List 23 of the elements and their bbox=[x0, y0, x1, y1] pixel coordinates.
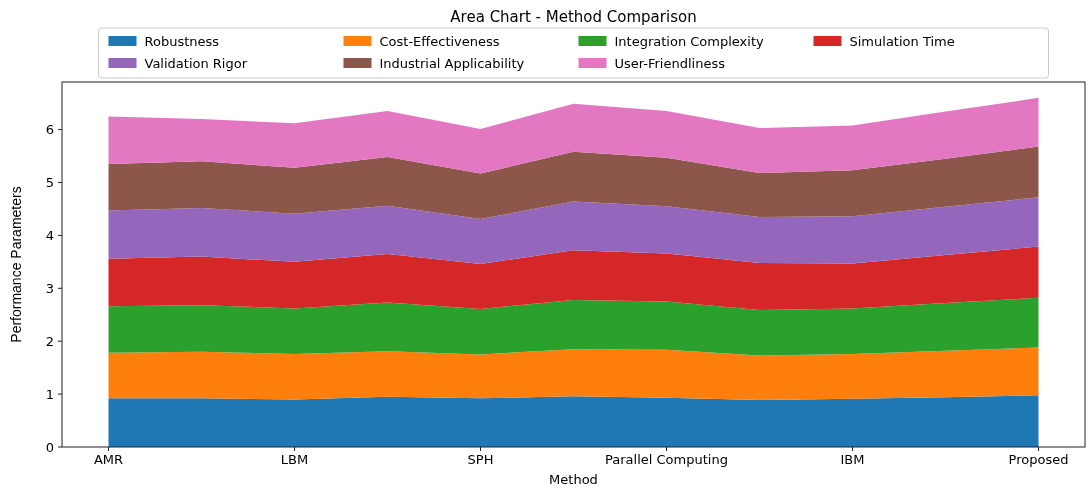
x-tick-label: LBM bbox=[280, 452, 309, 467]
x-tick-label: Proposed bbox=[1008, 452, 1069, 467]
y-axis-title: Performance Parameters bbox=[8, 186, 24, 343]
legend-label: Robustness bbox=[144, 33, 220, 49]
legend-label: Industrial Applicability bbox=[379, 55, 525, 71]
y-tick-label: 1 bbox=[45, 386, 54, 402]
y-tick-label: 6 bbox=[45, 122, 54, 138]
legend-label: Simulation Time bbox=[849, 33, 955, 49]
legend-label: Integration Complexity bbox=[614, 33, 764, 49]
x-tick-label: AMR bbox=[93, 452, 124, 467]
y-tick-label: 4 bbox=[45, 227, 54, 243]
x-tick-label: Parallel Computing bbox=[605, 452, 728, 467]
x-axis-title: Method bbox=[549, 472, 598, 487]
y-tick-label: 2 bbox=[45, 333, 54, 349]
x-tick-label: IBM bbox=[840, 452, 865, 467]
y-tick-label: 0 bbox=[45, 439, 54, 455]
y-tick-label: 3 bbox=[45, 280, 54, 296]
legend-label: Cost-Effectiveness bbox=[379, 33, 500, 49]
legend-label: User-Friendliness bbox=[614, 55, 726, 71]
chart-title: Area Chart - Method Comparison bbox=[450, 8, 697, 26]
x-tick-label: SPH bbox=[467, 452, 494, 467]
legend-label: Validation Rigor bbox=[144, 55, 248, 71]
y-tick-label: 5 bbox=[45, 175, 54, 191]
